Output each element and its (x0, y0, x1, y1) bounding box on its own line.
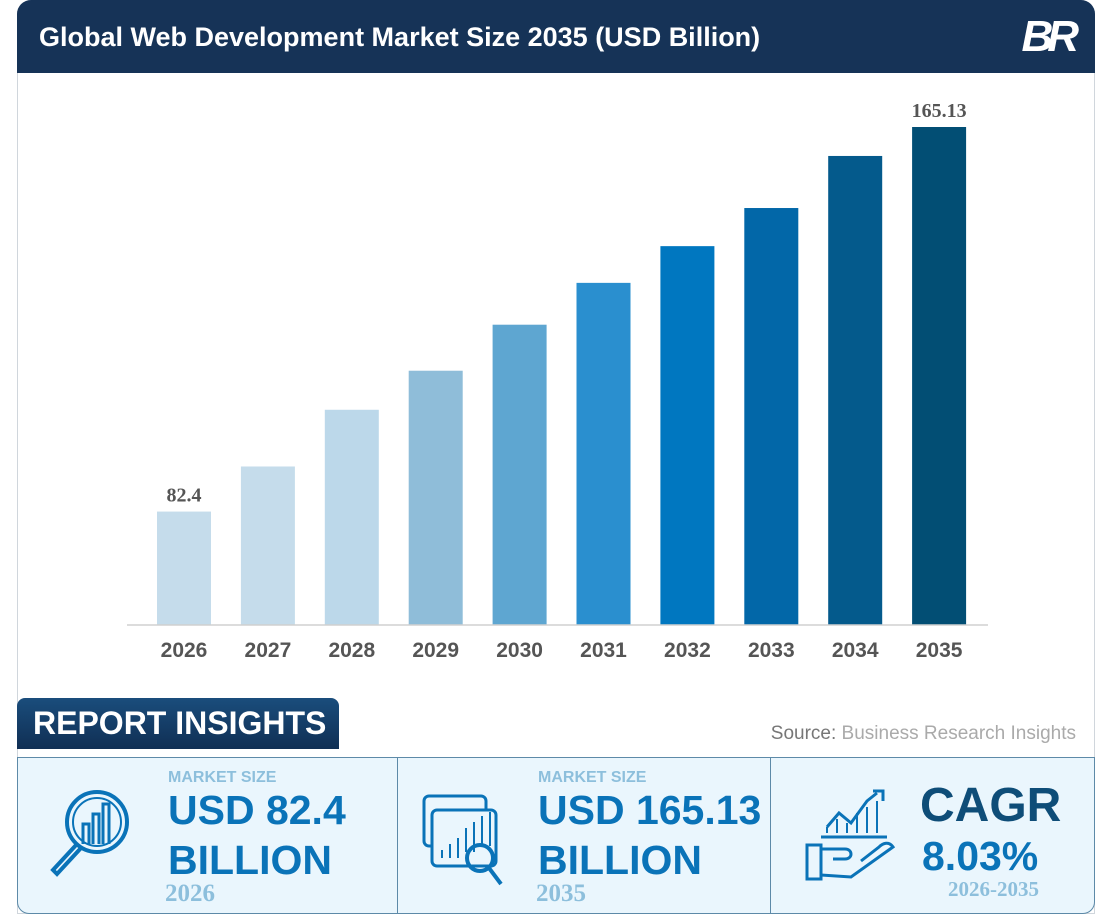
insights-panel (17, 757, 1095, 914)
source-label: Source: (770, 723, 837, 744)
x-tick-label: 2027 (245, 639, 292, 662)
browser-analytics-icon (422, 794, 503, 886)
bar-2030 (492, 324, 547, 625)
bar-2026 (157, 511, 211, 625)
x-tick-label: 2031 (580, 639, 627, 662)
cagr-period: 2026-2035 (948, 877, 1039, 901)
card2-label: MARKET SIZE (538, 769, 647, 786)
x-tick-label: 2029 (412, 639, 459, 662)
x-tick-label: 2028 (328, 639, 375, 662)
source-note: Source: Business Research Insights (771, 723, 1076, 745)
x-tick-label: 2026 (161, 639, 208, 662)
x-tick-label: 2032 (664, 639, 711, 662)
divider (770, 757, 771, 914)
bar-2028 (324, 409, 379, 625)
brand-logo: BR (1021, 12, 1079, 61)
x-tick-label: 2033 (748, 639, 795, 662)
card1-value: USD 82.4 (168, 787, 346, 833)
card1-unit: BILLION (168, 837, 332, 883)
x-tick-label: 2035 (916, 639, 963, 662)
chart-title: Global Web Development Market Size 2035 … (39, 22, 761, 52)
bar-2027 (240, 466, 295, 625)
divider (397, 757, 398, 914)
card1-year: 2026 (165, 880, 215, 907)
bar-2034 (828, 155, 883, 625)
magnifier-chart-icon (50, 790, 129, 877)
card1-label: MARKET SIZE (168, 769, 277, 786)
data-label: 82.4 (167, 485, 202, 507)
cagr-label: CAGR (920, 779, 1062, 832)
card2-year: 2035 (536, 880, 586, 907)
data-label: 165.13 (912, 100, 967, 122)
growth-hand-icon (805, 789, 896, 881)
report-insights-heading: REPORT INSIGHTS (17, 698, 339, 749)
header: Global Web Development Market Size 2035 … (17, 0, 1095, 73)
card2-value: USD 165.13 (538, 787, 762, 833)
cagr-value: 8.03% (922, 833, 1039, 879)
bar-2032 (660, 246, 715, 626)
bar-2033 (744, 208, 799, 626)
bar-2031 (576, 282, 631, 625)
bar-chart: 2026 82.4 2027 2028 2029 2030 2031 2032 2033 2034… (127, 100, 988, 662)
bar-2035 (912, 127, 967, 625)
card2-unit: BILLION (538, 837, 702, 883)
x-tick-label: 2034 (832, 639, 879, 662)
source-name: Business Research Insights (841, 723, 1076, 744)
bar-2029 (408, 370, 463, 625)
x-tick-label: 2030 (496, 639, 543, 662)
